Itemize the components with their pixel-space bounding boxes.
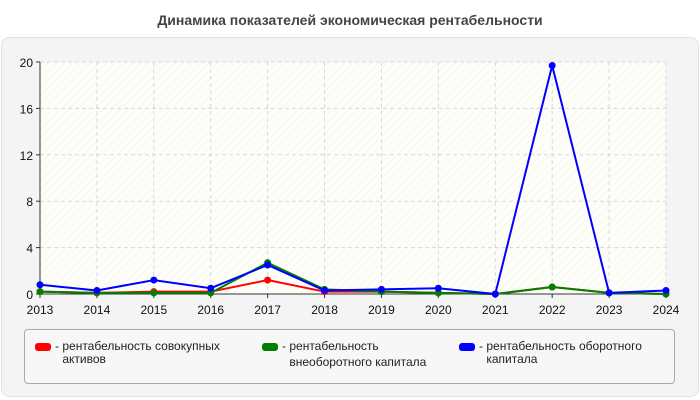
legend-label: рентабельность внеоборотного капитала	[289, 339, 427, 369]
legend: - рентабельность совокупных активов - ре…	[24, 329, 675, 384]
legend-swatch-green	[262, 343, 278, 351]
svg-text:4: 4	[26, 242, 33, 256]
plot-area: 0 4 8 12 16 20 2013 2014 2015 2016 2017 2018 2019 202…	[20, 56, 680, 317]
svg-text:2024: 2024	[653, 303, 680, 317]
legend-swatch-red	[35, 343, 51, 351]
legend-item-total-assets: - рентабельность совокупных активов	[35, 340, 247, 366]
svg-text:2021: 2021	[482, 303, 509, 317]
svg-text:2017: 2017	[254, 303, 281, 317]
legend-item-noncurrent-capital: - рентабельность внеоборотного капитала	[262, 339, 439, 370]
svg-text:12: 12	[20, 149, 34, 163]
svg-text:2015: 2015	[140, 303, 167, 317]
svg-text:0: 0	[26, 288, 33, 302]
svg-text:2022: 2022	[539, 303, 566, 317]
svg-text:2020: 2020	[425, 303, 452, 317]
svg-text:20: 20	[20, 56, 34, 70]
legend-label: рентабельность совокупных активов	[62, 339, 220, 366]
chart-title: Динамика показателей экономическая рента…	[157, 12, 543, 28]
legend-label: рентабельность оборотного капитала	[486, 339, 642, 366]
svg-text:8: 8	[26, 195, 33, 209]
svg-text:2019: 2019	[368, 303, 395, 317]
legend-item-working-capital: - рентабельность оборотного капитала	[459, 340, 671, 366]
svg-text:2018: 2018	[311, 303, 338, 317]
svg-text:2023: 2023	[596, 303, 623, 317]
svg-text:2016: 2016	[197, 303, 224, 317]
svg-text:2013: 2013	[27, 303, 54, 317]
svg-text:16: 16	[20, 102, 34, 116]
svg-text:2014: 2014	[84, 303, 111, 317]
legend-swatch-blue	[459, 343, 475, 351]
